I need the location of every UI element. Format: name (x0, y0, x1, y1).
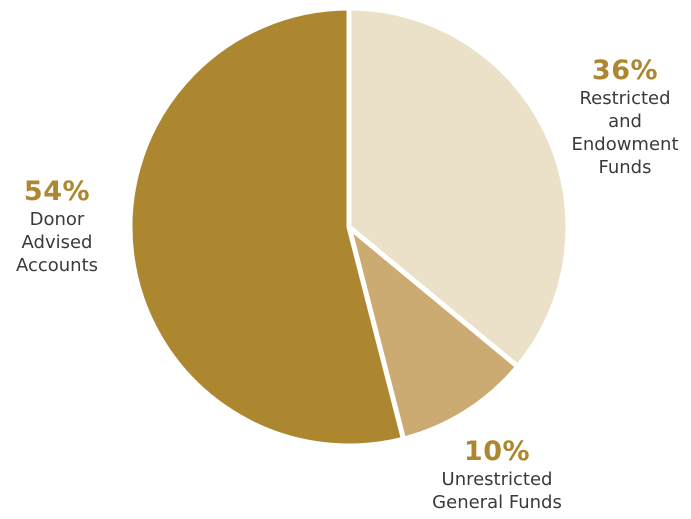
slice-percent-label: 10% (464, 436, 530, 467)
slice-category-label: Accounts (16, 255, 98, 276)
slice-category-label: Unrestricted (442, 469, 553, 490)
pie-slices (127, 5, 571, 449)
slice-category-label: and (608, 111, 642, 132)
slice-category-label: Advised (22, 232, 93, 253)
slice-category-label: Endowment (571, 134, 678, 155)
pie-slice-3 (127, 5, 407, 449)
slice-category-label: Donor (30, 209, 85, 230)
slice-category-label: Funds (599, 157, 652, 178)
slice-percent-label: 54% (24, 176, 90, 207)
pie-slice-1 (346, 5, 571, 371)
slice-category-label: General Funds (432, 492, 562, 513)
slice-percent-label: 36% (592, 55, 658, 86)
slice-category-label: Restricted (579, 88, 670, 109)
